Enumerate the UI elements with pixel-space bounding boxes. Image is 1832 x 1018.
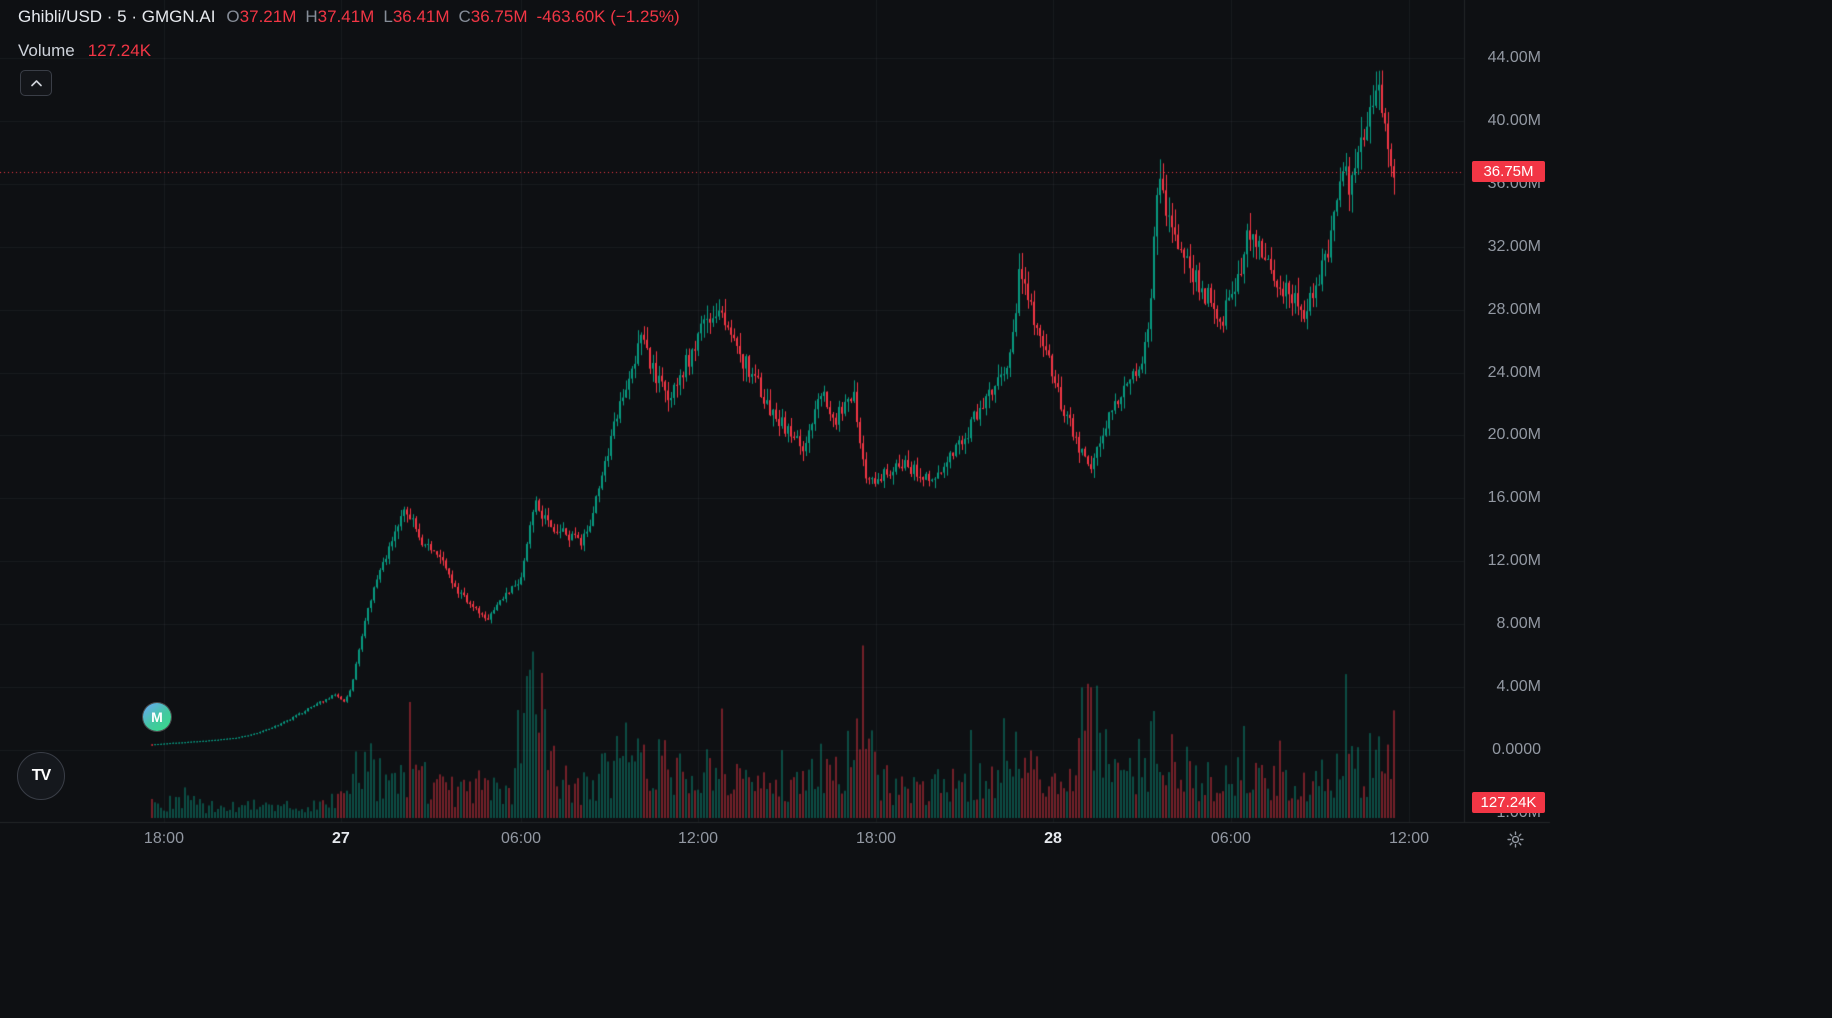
chart-legend: Ghibli/USD · 5 · GMGN.AI O 37.21M H 37.41M… [18, 7, 680, 27]
price-tick-label: 28.00M [1487, 300, 1541, 318]
price-tick-label: 40.00M [1487, 111, 1541, 129]
gear-icon [1506, 830, 1524, 848]
price-tick-label: 8.00M [1496, 615, 1541, 633]
high-pair: H 37.41M [305, 7, 374, 27]
close-label: C [458, 7, 471, 26]
time-tick-label: 27 [332, 830, 350, 847]
price-tick-label: 32.00M [1487, 237, 1541, 255]
volume-legend: Volume 127.24K [18, 41, 151, 61]
change-value: -463.60K (−1.25%) [536, 7, 680, 26]
high-label: H [305, 7, 318, 26]
price-tick-label: 24.00M [1487, 363, 1541, 381]
price-axis[interactable]: 44.00M 40.00M 36.00M 32.00M 28.00M 24.00M 20.0… [1464, 0, 1541, 828]
time-tick-label: 18:00 [143, 830, 184, 847]
price-tick-label: 12.00M [1487, 552, 1541, 570]
close-value: 36.75M [470, 7, 528, 26]
price-tick-label: 4.00M [1496, 678, 1541, 696]
time-tick-label: 06:00 [1210, 830, 1251, 847]
price-tick-label: 16.00M [1487, 489, 1541, 507]
time-tick-label: 12:00 [1388, 830, 1430, 847]
tradingview-logo[interactable]: TV [17, 752, 65, 800]
low-label: L [383, 7, 393, 26]
migration-marker: M [143, 703, 171, 731]
symbol-title[interactable]: Ghibli/USD · 5 · GMGN.AI [18, 7, 216, 26]
open-label: O [226, 7, 240, 26]
price-tick-label: 20.00M [1487, 426, 1541, 444]
time-tick-label: 18:00 [856, 830, 897, 847]
volume-value: 127.24K [87, 41, 152, 60]
low-pair: L 36.41M [383, 7, 449, 27]
price-tick-label: 0.0000 [1492, 741, 1541, 758]
open-value: 37.21M [239, 7, 297, 26]
collapse-legend-button[interactable] [20, 70, 52, 96]
volume-label: Volume [18, 41, 75, 60]
time-tick-label: 28 [1044, 830, 1062, 847]
close-pair: C 36.75M [459, 7, 528, 27]
current-volume-badge: 127.24K [1472, 792, 1545, 813]
time-axis[interactable]: 18:00 27 06:00 12:00 18:00 28 06:00 12:00 [0, 829, 1550, 851]
chevron-up-icon [30, 79, 42, 87]
open-pair: O 37.21M [226, 7, 296, 27]
time-tick-label: 06:00 [500, 830, 542, 847]
current-price-badge: 36.75M [1472, 161, 1545, 182]
low-value: 36.41M [392, 7, 450, 26]
price-tick-label: 44.00M [1487, 49, 1541, 66]
time-tick-label: 12:00 [677, 830, 719, 847]
ohlc-values: O 37.21M H 37.41M L 36.41M C 36.75M -463.60K… [226, 7, 679, 27]
settings-gear-button[interactable] [1504, 828, 1526, 850]
high-value: 37.41M [317, 7, 375, 26]
